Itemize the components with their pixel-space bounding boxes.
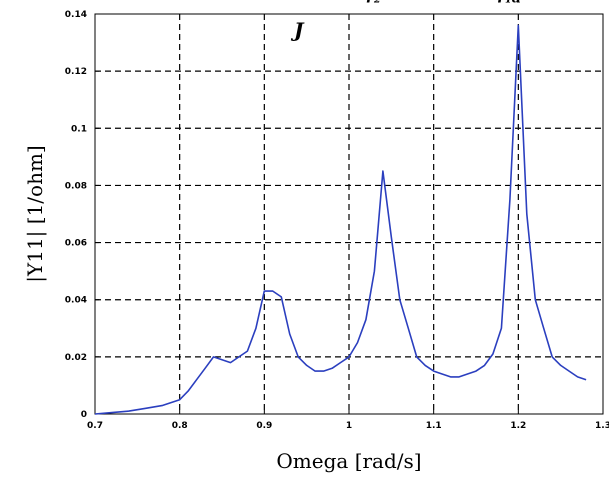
y-tick-label: 0.04 <box>65 296 87 306</box>
grid <box>95 14 603 414</box>
y-tick-label: 0.06 <box>65 239 87 249</box>
series-group <box>94 24 587 415</box>
y-tick-label: 0.1 <box>71 124 87 134</box>
y-axis-label: |Y11| [1/ohm] <box>23 145 48 282</box>
ticks: 0.7 0.8 0.9 1 1.1 1.2 1.3 0 0.02 0.04 0.06 0.08 0.1 0… <box>65 10 609 431</box>
y-tick-label: 0.12 <box>65 67 87 77</box>
y-tick-label: 0.02 <box>65 353 87 363</box>
x-tick-label: 0.7 <box>87 421 103 431</box>
x-tick-label: 0.9 <box>256 421 272 431</box>
x-axis-label: Omega [rad/s] <box>276 449 421 473</box>
annotation-label: J <box>290 18 305 42</box>
series-line <box>94 24 587 415</box>
y-tick-label: 0.08 <box>65 181 87 191</box>
y-tick-label: 0 <box>81 410 87 420</box>
x-tick-label: 1.3 <box>595 421 609 431</box>
x-tick-label: 1 <box>346 421 352 431</box>
x-tick-label: 0.8 <box>172 421 188 431</box>
y-tick-label: 0.14 <box>65 10 87 20</box>
annotation-label: r₁а <box>497 0 521 7</box>
x-tick-label: 1.2 <box>510 421 526 431</box>
annotation-label: r₂ <box>366 0 381 7</box>
x-tick-label: 1.1 <box>426 421 442 431</box>
annotations: Jr₂ r₁а <box>290 0 521 42</box>
